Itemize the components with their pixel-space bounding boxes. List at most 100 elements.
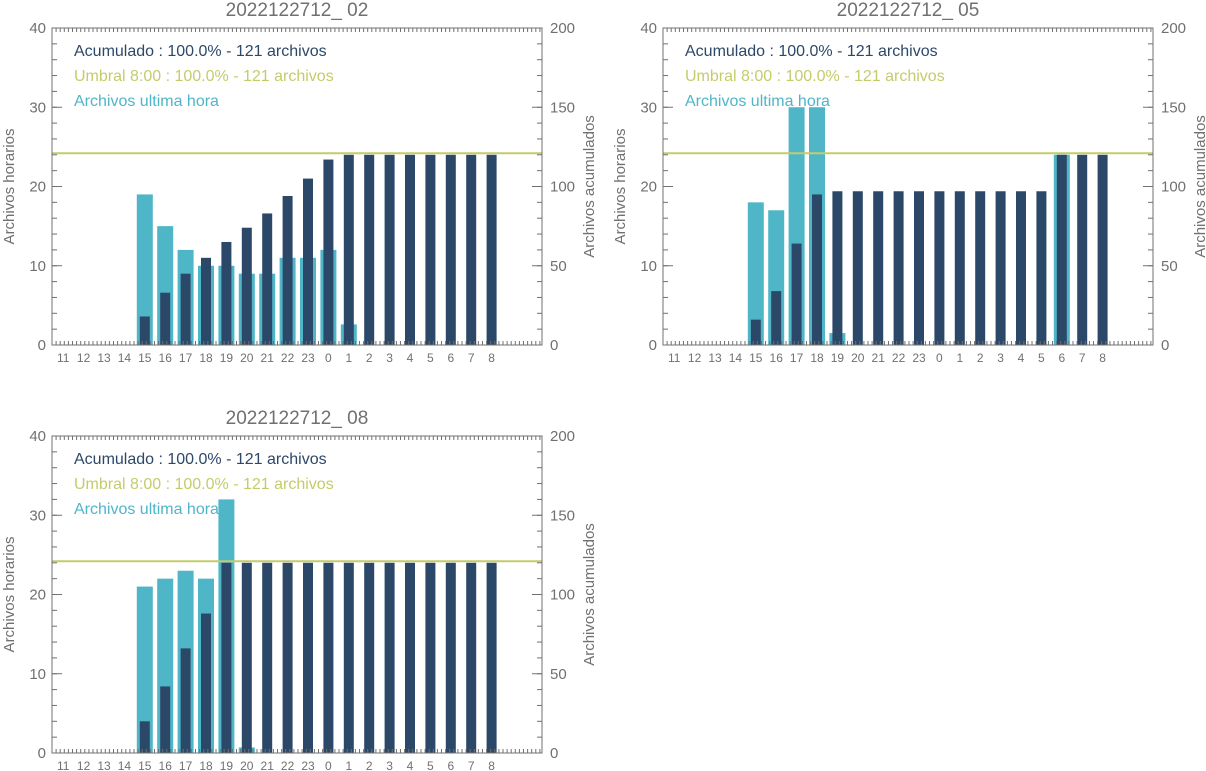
bar-cumulative-3	[384, 154, 395, 345]
legend-entry-cumulative: Acumulado : 100.0% - 121 archivos	[74, 43, 327, 60]
bar-cumulative-4	[1016, 191, 1026, 345]
y-axis-label: Archivos horarios	[1, 129, 18, 245]
y2-tick-label: 200	[550, 428, 575, 445]
x-tick-label-21: 21	[261, 351, 275, 365]
y-tick-label: 20	[640, 179, 657, 196]
x-tick-label-18: 18	[199, 351, 213, 365]
bar-cumulative-18	[201, 613, 211, 753]
bar-cumulative-8	[1097, 154, 1108, 345]
y-tick-label: 0	[649, 337, 657, 354]
x-tick-label-2: 2	[977, 351, 984, 365]
y2-tick-label: 150	[1161, 99, 1186, 116]
x-tick-label-23: 23	[301, 759, 315, 771]
y-tick-label: 30	[29, 99, 46, 116]
bar-cumulative-3	[384, 562, 395, 753]
legend-entry-threshold: Umbral 8:00 : 100.0% - 121 archivos	[685, 68, 945, 85]
x-tick-label-12: 12	[77, 759, 91, 771]
x-tick-label-20: 20	[851, 351, 865, 365]
legend-entry-hourly: Archivos ultima hora	[74, 93, 219, 110]
y2-tick-label: 0	[1161, 337, 1169, 354]
bar-cumulative-15	[750, 319, 761, 345]
bar-cumulative-20	[852, 191, 863, 345]
bar-cumulative-20	[241, 562, 252, 753]
chart-title: 2022122712_ 02	[226, 0, 369, 21]
bar-cumulative-15	[139, 316, 150, 345]
x-tick-label-0: 0	[325, 351, 332, 365]
x-tick-label-19: 19	[220, 759, 234, 771]
bar-cumulative-8	[486, 154, 497, 345]
y2-tick-label: 150	[550, 507, 575, 524]
x-tick-label-22: 22	[281, 351, 295, 365]
bar-cumulative-19	[832, 191, 843, 345]
bar-cumulative-8	[486, 562, 497, 753]
bar-cumulative-6	[445, 562, 456, 753]
bar-cumulative-6	[1056, 154, 1067, 345]
x-tick-label-16: 16	[770, 351, 784, 365]
x-tick-label-16: 16	[159, 351, 173, 365]
x-tick-label-6: 6	[447, 759, 454, 771]
x-tick-label-11: 11	[668, 351, 681, 365]
bar-cumulative-23	[303, 178, 313, 345]
y2-tick-label: 0	[550, 337, 558, 354]
bar-cumulative-5	[425, 154, 436, 345]
y2-tick-label: 0	[550, 745, 558, 762]
bar-cumulative-21	[262, 213, 273, 345]
bar-cumulative-6	[445, 154, 456, 345]
x-tick-label-15: 15	[138, 351, 152, 365]
x-tick-label-11: 11	[57, 759, 70, 771]
y-tick-label: 30	[29, 507, 46, 524]
y-axis-label: Archivos horarios	[1, 537, 18, 653]
bar-cumulative-1	[954, 191, 965, 345]
y2-tick-label: 150	[550, 99, 575, 116]
y2-tick-label: 50	[550, 666, 567, 683]
x-tick-label-13: 13	[97, 351, 111, 365]
bar-cumulative-16	[771, 291, 782, 345]
bar-cumulative-23	[303, 562, 313, 753]
x-tick-label-1: 1	[345, 759, 352, 771]
x-tick-label-16: 16	[159, 759, 173, 771]
bar-cumulative-16	[160, 686, 171, 753]
x-tick-label-8: 8	[1099, 351, 1106, 365]
x-tick-label-22: 22	[281, 759, 295, 771]
x-tick-label-15: 15	[749, 351, 763, 365]
x-tick-label-17: 17	[790, 351, 804, 365]
bar-cumulative-21	[262, 562, 273, 753]
x-tick-label-21: 21	[872, 351, 886, 365]
bar-cumulative-2	[364, 154, 375, 345]
legend-entry-hourly: Archivos ultima hora	[685, 93, 830, 110]
y2-tick-label: 100	[1161, 179, 1186, 196]
x-tick-label-14: 14	[729, 351, 743, 365]
bar-cumulative-23	[914, 191, 924, 345]
bar-cumulative-7	[1077, 154, 1088, 345]
y-tick-label: 40	[29, 428, 46, 445]
bar-hourly-15	[136, 194, 153, 345]
bar-cumulative-1	[343, 562, 354, 753]
bar-cumulative-0	[323, 159, 334, 345]
chart-title: 2022122712_ 08	[226, 408, 369, 429]
y2-axis-label: Archivos acumulados	[581, 523, 598, 666]
bar-cumulative-17	[180, 273, 191, 345]
y2-tick-label: 200	[1161, 20, 1186, 37]
legend-entry-cumulative: Acumulado : 100.0% - 121 archivos	[685, 43, 938, 60]
y-tick-label: 0	[38, 745, 46, 762]
bar-cumulative-22	[893, 191, 904, 345]
bar-cumulative-4	[405, 562, 415, 753]
bar-cumulative-19	[221, 562, 232, 753]
x-tick-label-23: 23	[912, 351, 926, 365]
y2-axis-label: Archivos acumulados	[581, 115, 598, 258]
x-tick-label-8: 8	[488, 351, 495, 365]
bar-cumulative-2	[975, 191, 986, 345]
x-tick-label-1: 1	[956, 351, 963, 365]
x-tick-label-21: 21	[261, 759, 275, 771]
bar-cumulative-17	[791, 243, 802, 345]
x-tick-label-13: 13	[97, 759, 111, 771]
x-tick-label-19: 19	[220, 351, 234, 365]
x-tick-label-5: 5	[1038, 351, 1045, 365]
bar-cumulative-4	[405, 154, 415, 345]
x-tick-label-18: 18	[810, 351, 824, 365]
x-tick-label-20: 20	[240, 351, 254, 365]
